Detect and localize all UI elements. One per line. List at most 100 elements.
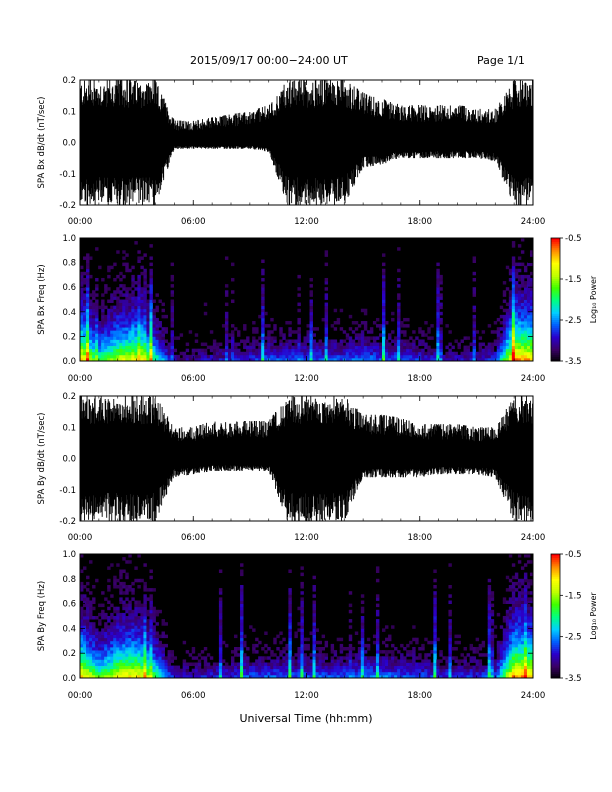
spectrogram-cell bbox=[231, 330, 235, 334]
spectrogram-cell bbox=[134, 622, 138, 626]
spectrogram-cell bbox=[397, 333, 401, 337]
spectrogram-cell bbox=[98, 650, 102, 654]
spectrogram-cell bbox=[388, 665, 392, 670]
spectrogram-cell bbox=[125, 351, 129, 356]
spectrogram-cell bbox=[409, 668, 413, 673]
spectrogram-cell bbox=[514, 342, 519, 347]
spectrogram-cell bbox=[282, 656, 286, 660]
spectrogram-cell bbox=[143, 296, 147, 300]
spectrogram-cell bbox=[149, 650, 153, 654]
spectrogram-cell bbox=[487, 348, 492, 353]
spectrogram-cell bbox=[499, 653, 504, 657]
spectrogram-cell bbox=[113, 674, 117, 679]
spectrogram-cell bbox=[131, 274, 135, 279]
spectrogram-cell bbox=[505, 321, 510, 325]
spectrogram-cell bbox=[312, 594, 316, 598]
spectrogram-cell bbox=[300, 637, 304, 642]
spectrogram-cell bbox=[514, 643, 519, 648]
y-tick-label: 0.6 bbox=[62, 600, 76, 610]
spectrogram-cell bbox=[98, 339, 102, 343]
spectrogram-cell bbox=[369, 351, 374, 356]
spectrogram-cell bbox=[194, 354, 199, 359]
spectrogram-cell bbox=[252, 665, 256, 670]
spectrogram-cell bbox=[321, 668, 326, 673]
spectrogram-cell bbox=[131, 284, 135, 288]
spectrogram-cell bbox=[125, 643, 129, 648]
spectrogram-cell bbox=[113, 339, 117, 343]
colorbar-tick-label: -0.5 bbox=[565, 234, 582, 244]
spectrogram-cell bbox=[80, 357, 84, 362]
spectrogram-cell bbox=[258, 671, 262, 676]
spectrogram-cell bbox=[499, 640, 504, 645]
spectrogram-cell bbox=[318, 665, 322, 670]
spectrogram-cell bbox=[520, 653, 525, 657]
spectrogram-cell bbox=[466, 351, 470, 356]
spectrogram-cell bbox=[89, 637, 93, 642]
spectrogram-cell bbox=[409, 357, 413, 362]
spectrogram-cell bbox=[86, 656, 90, 660]
spectrogram-cell bbox=[110, 563, 114, 567]
spectrogram-cell bbox=[526, 324, 531, 328]
spectrogram-cell bbox=[104, 354, 108, 359]
spectrogram-cell bbox=[125, 560, 129, 564]
spectrogram-cell bbox=[354, 631, 359, 635]
spectrogram-cell bbox=[490, 665, 495, 670]
spectrogram-cell bbox=[134, 342, 138, 347]
colorbar-swatch bbox=[551, 291, 560, 294]
spectrogram-cell bbox=[493, 659, 498, 663]
spectrogram-cell bbox=[155, 662, 159, 666]
spectrogram-cell bbox=[194, 665, 199, 670]
colorbar-swatch bbox=[551, 634, 560, 638]
spectrogram-cell bbox=[351, 321, 356, 325]
spectrogram-cell bbox=[394, 339, 398, 343]
spectrogram-cell bbox=[409, 640, 413, 645]
spectrogram-cell bbox=[134, 662, 138, 666]
spectrogram-cell bbox=[146, 631, 150, 635]
spectrogram-cell bbox=[406, 665, 410, 670]
spectrogram-cell bbox=[122, 345, 126, 350]
spectrogram-cell bbox=[152, 662, 156, 666]
spectrogram-cell bbox=[517, 305, 522, 310]
spectrogram-cell bbox=[203, 674, 208, 679]
spectrogram-cell bbox=[348, 653, 353, 657]
spectrogram-cell bbox=[520, 314, 525, 319]
spectrogram-cell bbox=[309, 674, 313, 679]
spectrogram-cell bbox=[140, 299, 144, 303]
colorbar-swatch bbox=[551, 238, 560, 241]
spectrogram-cell bbox=[173, 336, 178, 340]
spectrogram-cell bbox=[80, 271, 84, 276]
spectrogram-cell bbox=[104, 656, 108, 660]
spectrogram-cell bbox=[433, 597, 437, 601]
spectrogram-cell bbox=[460, 339, 464, 343]
spectrogram-cell bbox=[185, 357, 190, 362]
spectrogram-cell bbox=[345, 668, 350, 673]
colorbar-swatch bbox=[551, 295, 560, 298]
spectrogram-cell bbox=[149, 631, 153, 635]
spectrogram-cell bbox=[110, 333, 114, 337]
spectrogram-cell bbox=[149, 262, 153, 267]
spectrogram-cell bbox=[104, 333, 108, 337]
spectrogram-cell bbox=[297, 293, 301, 297]
spectrogram-cell bbox=[312, 603, 316, 608]
spectrogram-cell bbox=[333, 659, 338, 663]
spectrogram-cell bbox=[80, 625, 84, 629]
spectrogram-cell bbox=[152, 354, 156, 359]
spectrogram-cell bbox=[288, 643, 292, 648]
spectrogram-cell bbox=[261, 321, 265, 325]
spectrogram-cell bbox=[140, 643, 144, 648]
spectrogram-cell bbox=[170, 357, 175, 362]
spectrogram-cell bbox=[252, 668, 256, 673]
spectrogram-cell bbox=[382, 665, 386, 670]
spectrogram-cell bbox=[394, 342, 398, 347]
spectrogram-cell bbox=[523, 594, 528, 598]
colorbar-swatch bbox=[551, 348, 560, 352]
spectrogram-cell bbox=[520, 262, 525, 267]
spectrogram-cell bbox=[514, 640, 519, 645]
spectrogram-cell bbox=[140, 622, 144, 626]
spectrogram-cell bbox=[363, 656, 368, 660]
spectrogram-cell bbox=[526, 671, 531, 676]
spectrogram-cell bbox=[101, 333, 105, 337]
spectrogram-cell bbox=[206, 668, 211, 673]
spectrogram-cell bbox=[92, 339, 96, 343]
